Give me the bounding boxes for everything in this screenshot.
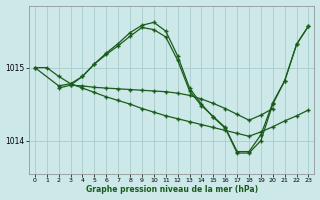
X-axis label: Graphe pression niveau de la mer (hPa): Graphe pression niveau de la mer (hPa) — [86, 185, 258, 194]
